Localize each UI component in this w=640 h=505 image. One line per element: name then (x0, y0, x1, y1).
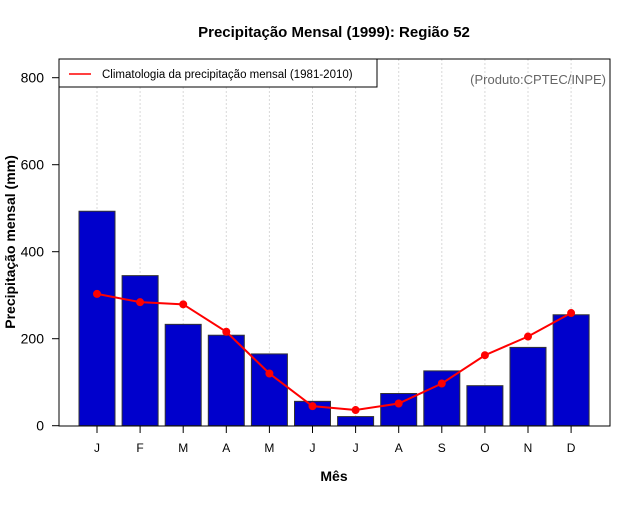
x-tick-label: A (395, 441, 403, 455)
bar-9 (466, 385, 504, 427)
chart-title: Precipitação Mensal (1999): Região 52 (198, 24, 470, 41)
climatology-point-8 (437, 379, 446, 388)
climatology-point-9 (480, 351, 489, 360)
climatology-point-1 (136, 298, 145, 307)
climatology-point-2 (179, 300, 188, 309)
x-tick-label: F (136, 441, 143, 455)
climatology-point-4 (265, 369, 274, 378)
x-tick-label: A (222, 441, 230, 455)
climatology-point-10 (524, 332, 532, 341)
x-tick-label: J (310, 441, 316, 455)
y-axis-label: Precipitação mensal (mm) (2, 155, 18, 329)
y-tick-label: 400 (21, 244, 45, 260)
x-tick-label: J (94, 441, 100, 455)
x-tick-label: D (567, 441, 576, 455)
bar-10 (509, 346, 547, 427)
bar-0 (78, 210, 116, 427)
bar-11 (552, 314, 590, 427)
bars (78, 210, 590, 427)
x-tick-label: S (438, 441, 446, 455)
bar-1 (121, 275, 159, 427)
legend-label: Climatologia da precipitação mensal (198… (102, 69, 353, 81)
bar-8 (423, 370, 461, 427)
climatology-point-5 (308, 402, 317, 411)
climatology-point-11 (567, 309, 576, 318)
x-axis-label: Mês (320, 468, 347, 484)
source-annotation: (Produto:CPTEC/INPE) (470, 72, 606, 87)
bar-2 (164, 323, 202, 427)
y-tick-label: 200 (21, 331, 45, 347)
climatology-point-7 (394, 399, 403, 408)
climatology-point-6 (351, 406, 360, 415)
bar-3 (207, 334, 245, 427)
y-tick-label: 600 (21, 157, 45, 173)
y-axis: 0 200 400 600 800 (21, 70, 59, 434)
climatology-line (93, 289, 576, 415)
x-tick-label: N (524, 441, 533, 455)
climatology-polyline (96, 292, 572, 412)
legend: Climatologia da precipitação mensal (198… (58, 58, 378, 88)
x-tick-label: M (178, 441, 188, 455)
legend-box (58, 58, 378, 88)
x-tick-label: J (353, 441, 359, 455)
y-tick-label: 0 (36, 418, 44, 434)
bar-6 (337, 416, 375, 427)
y-tick-label: 800 (21, 70, 45, 86)
climatology-point-3 (222, 327, 231, 336)
climatology-point-0 (93, 289, 101, 298)
x-tick-label: M (264, 441, 274, 455)
x-tick-label: O (480, 441, 489, 455)
bar-4 (250, 353, 288, 427)
